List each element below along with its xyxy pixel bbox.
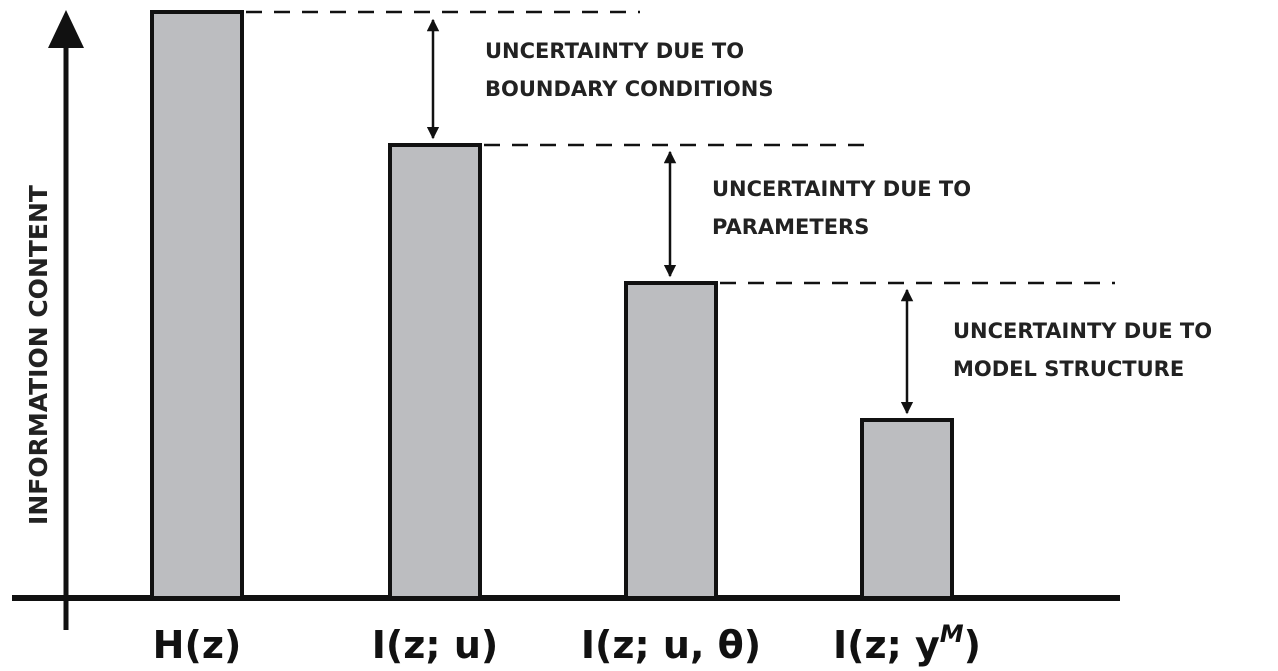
y-axis-arrow xyxy=(48,10,84,48)
y-axis-label: INFORMATION CONTENT xyxy=(24,185,53,525)
bar-label: I(z; u, θ) xyxy=(581,623,761,667)
bar xyxy=(150,10,244,600)
bar-label: I(z; y xyxy=(833,623,940,667)
annotation-line: UNCERTAINTY DUE TO xyxy=(953,319,1212,343)
bar-label-superscript: M xyxy=(940,620,964,648)
bar xyxy=(860,418,954,600)
annotation-line: BOUNDARY CONDITIONS xyxy=(485,77,773,101)
annotation-line: UNCERTAINTY DUE TO xyxy=(712,177,971,201)
bar-label: H(z) xyxy=(153,623,242,667)
bar-label-suffix: ) xyxy=(964,623,981,667)
bar xyxy=(624,281,718,600)
annotation-line: UNCERTAINTY DUE TO xyxy=(485,39,744,63)
bar-label: I(z; yM) xyxy=(833,620,981,667)
bar xyxy=(388,143,482,600)
bar-label: I(z; u) xyxy=(372,623,498,667)
annotation-line: MODEL STRUCTURE xyxy=(953,357,1184,381)
annotation-line: PARAMETERS xyxy=(712,215,869,239)
